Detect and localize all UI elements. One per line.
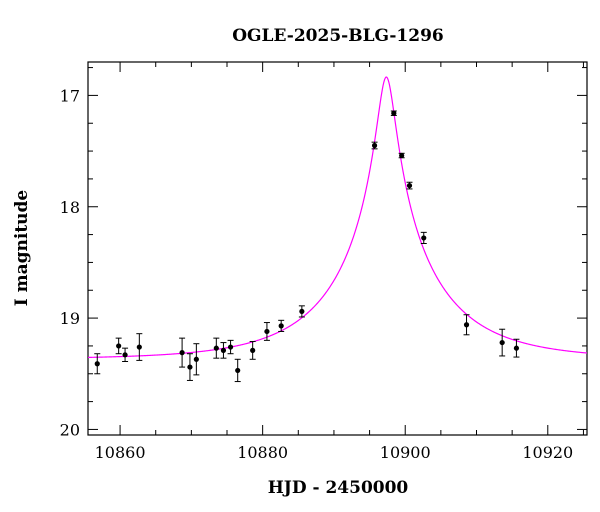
data-point bbox=[463, 314, 470, 336]
x-tick-label: 10860 bbox=[95, 443, 146, 462]
data-point bbox=[278, 319, 285, 332]
point-marker bbox=[371, 142, 378, 149]
point-marker bbox=[187, 364, 193, 370]
data-point bbox=[227, 339, 234, 355]
y-tick-label: 18 bbox=[60, 198, 80, 217]
point-marker bbox=[406, 182, 413, 189]
point-marker bbox=[220, 347, 227, 353]
data-point bbox=[136, 333, 143, 361]
point-marker bbox=[235, 367, 241, 374]
x-tick-label: 10920 bbox=[522, 443, 573, 462]
x-tick-label: 10880 bbox=[237, 443, 288, 462]
x-axis-label: HJD - 2450000 bbox=[268, 478, 409, 498]
data-point bbox=[179, 337, 186, 368]
x-tick-labels: 10860 10880 10900 10920 bbox=[95, 443, 574, 462]
data-point bbox=[234, 358, 241, 383]
y-tick-label: 17 bbox=[60, 86, 80, 105]
point-marker bbox=[264, 328, 270, 335]
point-marker bbox=[122, 352, 128, 358]
data-point bbox=[263, 322, 270, 341]
data-point bbox=[122, 347, 129, 363]
point-marker bbox=[278, 323, 284, 329]
point-marker bbox=[136, 344, 142, 350]
data-point bbox=[513, 338, 520, 358]
point-marker bbox=[116, 343, 122, 349]
data-point bbox=[193, 343, 200, 376]
plot-frame bbox=[87, 61, 588, 436]
data-point bbox=[115, 337, 122, 355]
data-point bbox=[213, 337, 220, 359]
point-marker bbox=[227, 344, 234, 350]
point-marker bbox=[399, 152, 405, 159]
point-marker bbox=[299, 308, 305, 315]
point-marker bbox=[421, 235, 427, 241]
data-point bbox=[220, 342, 227, 359]
point-marker bbox=[463, 322, 470, 328]
model-curve-layer bbox=[87, 76, 588, 359]
data-point bbox=[406, 181, 413, 190]
point-marker bbox=[213, 345, 219, 351]
axis-ticks bbox=[88, 62, 587, 435]
data-points-layer bbox=[94, 110, 520, 383]
data-point bbox=[298, 305, 305, 318]
model-curve bbox=[87, 76, 588, 359]
data-point bbox=[390, 110, 397, 116]
data-point bbox=[371, 141, 378, 150]
point-marker bbox=[391, 110, 397, 116]
point-marker bbox=[499, 339, 505, 346]
y-tick-label: 19 bbox=[60, 309, 80, 328]
data-point bbox=[249, 340, 256, 360]
point-marker bbox=[193, 356, 199, 362]
data-point bbox=[420, 231, 427, 244]
y-tick-labels: 17 18 19 20 bbox=[60, 86, 80, 439]
x-tick-label: 10900 bbox=[380, 443, 431, 462]
chart-title: OGLE-2025-BLG-1296 bbox=[232, 26, 444, 46]
y-tick-label: 20 bbox=[60, 420, 80, 439]
point-marker bbox=[513, 345, 520, 351]
data-point bbox=[186, 353, 193, 381]
y-axis-label: I magnitude bbox=[12, 190, 32, 307]
point-marker bbox=[250, 347, 256, 353]
point-marker bbox=[94, 361, 100, 367]
data-point bbox=[94, 353, 101, 375]
data-point bbox=[398, 152, 405, 159]
point-marker bbox=[179, 350, 185, 356]
data-point bbox=[499, 328, 506, 357]
